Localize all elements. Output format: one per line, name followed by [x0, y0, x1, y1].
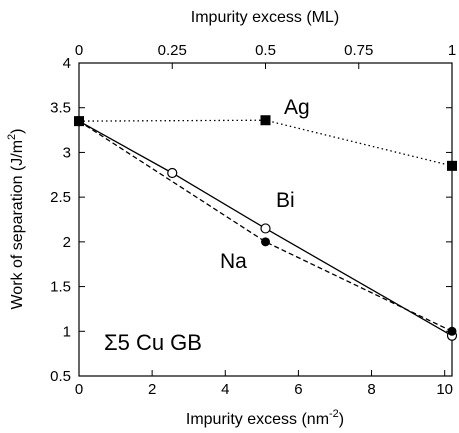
data-point-na: [74, 116, 84, 126]
series-line-bi: [78, 120, 453, 337]
top-tick-label: 1: [448, 42, 456, 59]
y-axis-title: Work of separation (J/m2): [6, 129, 26, 310]
y-tick-label: 3: [63, 144, 71, 161]
x-tick-label: 4: [221, 381, 229, 398]
series-layer: [73, 115, 458, 341]
bottom-axis-title-sup: -2: [329, 408, 339, 420]
series-label-ag: Ag: [284, 96, 310, 119]
top-axis-title: Impurity excess (ML): [191, 9, 339, 26]
y-tick-label: 3.5: [50, 100, 71, 117]
y-axis-title-sup: 2: [6, 134, 18, 140]
x-tick-label: 2: [148, 381, 156, 398]
top-tick-label: 0.75: [344, 42, 373, 59]
y-axis-title-main: Work of separation (J/m: [9, 140, 26, 310]
y-tick-label: 2: [63, 234, 71, 251]
bottom-axis-title: Impurity excess (nm-2): [186, 408, 344, 428]
series-line-ag: [78, 119, 453, 167]
axis-ticks: [78, 62, 453, 377]
data-point-na: [447, 326, 457, 336]
tick-labels: 0 2 4 6 8 10 0 0.25 0.5 0.75 1 0.5 1 1.5 2 2.5 3 3.5 4: [50, 42, 456, 398]
x-tick-label: 8: [367, 381, 375, 398]
grain-boundary-annotation: Σ5 Cu GB: [104, 330, 202, 355]
data-point-ag: [447, 160, 457, 171]
series-label-na: Na: [220, 250, 247, 273]
data-point-bi: [260, 223, 271, 234]
x-tick-label: 0: [75, 381, 83, 398]
y-tick-label: 1: [63, 323, 71, 340]
top-tick-label: 0.25: [158, 42, 187, 59]
y-tick-label: 1.5: [50, 279, 71, 296]
top-tick-label: 0.5: [255, 42, 276, 59]
x-tick-label: 6: [294, 381, 302, 398]
x-tick-label: 10: [436, 381, 453, 398]
data-point-bi: [167, 167, 178, 179]
y-tick-label: 4: [63, 55, 71, 72]
data-point-ag: [260, 115, 271, 126]
y-axis-title-end: ): [9, 129, 26, 134]
bottom-axis-title-main: Impurity excess (nm: [186, 411, 329, 428]
top-tick-label: 0: [75, 42, 83, 59]
data-point-na: [261, 237, 270, 247]
y-tick-label: 2.5: [50, 189, 71, 206]
series-line-na: [78, 120, 453, 332]
y-tick-label: 0.5: [50, 368, 71, 385]
series-label-bi: Bi: [276, 189, 295, 212]
bottom-axis-title-end: ): [339, 411, 344, 428]
